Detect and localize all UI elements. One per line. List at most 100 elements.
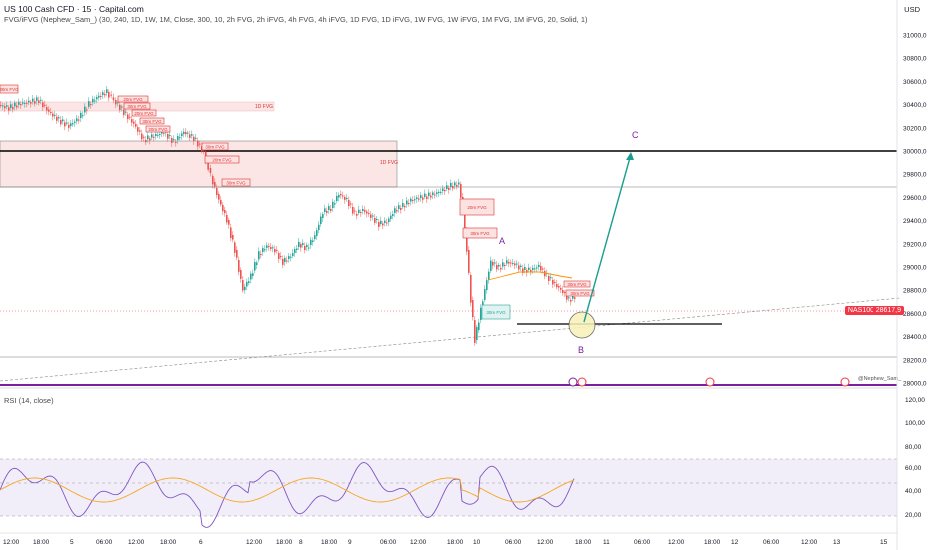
candle <box>82 115 84 117</box>
candle <box>209 168 212 174</box>
candle <box>524 267 526 270</box>
candle <box>562 290 564 294</box>
candle <box>522 268 524 273</box>
ma-line <box>487 271 573 281</box>
candle <box>324 208 326 212</box>
fvg-box <box>459 198 495 216</box>
label-c: C <box>632 130 639 140</box>
time-tick: 06:00 <box>634 539 651 546</box>
price-tick: 28000,0 <box>903 381 927 388</box>
price-tick: 31000,0 <box>903 33 927 40</box>
candle <box>280 256 282 257</box>
time-tick: 06:00 <box>505 539 522 546</box>
candle <box>131 119 133 123</box>
candle <box>216 188 218 196</box>
candle <box>530 270 532 272</box>
price-tick: 29600,0 <box>903 195 927 202</box>
time-tick: 18:00 <box>160 539 177 546</box>
candle <box>6 105 8 107</box>
candle <box>137 127 139 132</box>
candle <box>310 239 312 245</box>
time-tick: 6 <box>199 539 203 546</box>
candle <box>12 107 14 110</box>
candle <box>336 195 338 201</box>
fvg-box-label: 30m FVG <box>570 291 590 296</box>
candle <box>18 101 20 105</box>
candle <box>494 262 496 264</box>
candle <box>187 132 189 134</box>
candle <box>54 114 56 116</box>
candle <box>378 222 380 227</box>
candle <box>342 195 344 197</box>
candle <box>498 265 500 267</box>
candle <box>432 192 434 195</box>
candle <box>334 203 336 205</box>
candle <box>28 100 30 103</box>
candle <box>516 263 518 265</box>
candle <box>350 203 352 205</box>
candle <box>153 136 155 138</box>
candle <box>52 113 54 117</box>
candle <box>568 297 570 299</box>
fvg-box-label: 20m FVG <box>148 127 168 132</box>
currency-label[interactable]: USD <box>904 5 920 14</box>
time-tick: 5 <box>70 539 74 546</box>
candle <box>518 265 520 270</box>
time-tick: 06:00 <box>380 539 397 546</box>
candle <box>171 138 173 143</box>
candle <box>330 209 332 211</box>
candle <box>272 247 274 249</box>
candle <box>414 199 416 201</box>
candle <box>420 195 422 198</box>
price-panel[interactable]: 30m FVG 20m FVG 30m FVG 20m FVG 30m FVG 20m F… <box>0 84 902 389</box>
rsi-tick: 100,00 <box>905 420 925 427</box>
event-flag-icon[interactable] <box>577 377 587 387</box>
candle <box>92 98 94 103</box>
candle <box>179 137 181 139</box>
time-tick: 15 <box>880 539 888 546</box>
candle <box>320 216 322 224</box>
candle <box>366 211 368 214</box>
candle <box>332 201 334 208</box>
candle <box>218 194 220 200</box>
fvg-box-label: 30m FVG <box>567 282 587 287</box>
fvg-box <box>221 178 251 187</box>
candle <box>246 281 248 287</box>
candle <box>528 267 530 270</box>
candle <box>374 218 376 223</box>
candle <box>304 246 306 250</box>
candle <box>394 208 396 213</box>
candle <box>510 262 512 264</box>
candle <box>252 273 254 276</box>
fvg-boxes: 30m FVG 20m FVG 30m FVG 20m FVG 30m FVG 20m F… <box>0 84 595 320</box>
candle <box>177 136 179 140</box>
candle <box>127 114 129 120</box>
indicator-label: FVG/iFVG (Nephew_Sam_) (30, 240, 1D, 1W,… <box>4 15 588 24</box>
candle <box>326 211 328 213</box>
time-tick: 18:00 <box>33 539 50 546</box>
candle <box>506 260 508 264</box>
candle <box>396 210 398 212</box>
candle <box>458 182 460 185</box>
candle <box>256 262 258 265</box>
candle <box>151 134 153 138</box>
candle <box>512 262 514 264</box>
fvg-box-label: 30m FVG <box>0 87 19 92</box>
event-icon[interactable] <box>568 377 578 387</box>
fvg-box-label: 20m FVG <box>134 111 154 116</box>
rsi-panel[interactable] <box>0 458 897 534</box>
candle <box>406 200 408 205</box>
candle <box>496 265 498 270</box>
candle <box>570 300 572 302</box>
candle <box>191 134 193 136</box>
candle <box>560 288 562 290</box>
time-tick: 8 <box>299 539 303 546</box>
candle <box>464 210 466 230</box>
event-flag-icon[interactable] <box>840 377 850 387</box>
candle <box>452 186 454 189</box>
candle <box>382 223 384 226</box>
event-flag-icon[interactable] <box>705 377 715 387</box>
candle <box>486 280 488 290</box>
last-price-tag: 28617,9 <box>872 306 904 315</box>
